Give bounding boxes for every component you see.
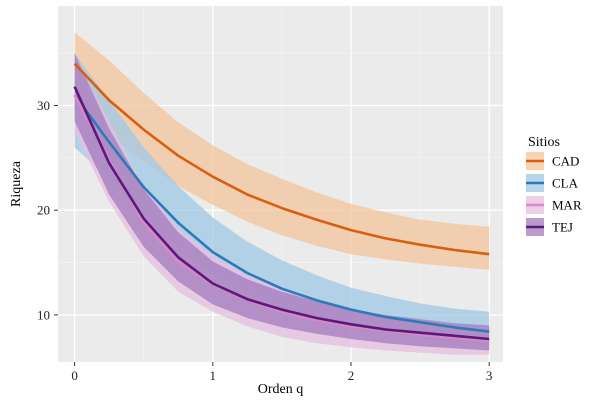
- y-axis-title: Riqueza: [9, 160, 24, 207]
- y-tick-label: 10: [37, 307, 50, 322]
- legend-label-cla: CLA: [552, 176, 579, 191]
- ribbon-tej: [74, 53, 490, 351]
- line-tej: [73, 86, 490, 341]
- ribbon-cla: [74, 53, 490, 346]
- line-cla: [73, 94, 490, 333]
- x-tick-label: 2: [348, 368, 355, 383]
- y-tick-label: 30: [37, 98, 50, 113]
- confidence-ribbons: [74, 32, 490, 355]
- legend-label-mar: MAR: [552, 198, 582, 213]
- x-tick-label: 3: [486, 368, 493, 383]
- legend: Sitios CAD CLA MAR TEJ: [526, 135, 582, 236]
- legend-items: CAD CLA MAR TEJ: [526, 152, 582, 236]
- x-tick-label: 0: [71, 368, 78, 383]
- x-axis-ticks: 0 1 2 3: [71, 362, 492, 383]
- legend-label-cad: CAD: [552, 154, 579, 169]
- x-axis-title: Orden q: [258, 382, 304, 397]
- line-cad: [73, 62, 490, 256]
- legend-title: Sitios: [528, 135, 560, 150]
- line-mar: [73, 94, 490, 343]
- x-tick-label: 1: [210, 368, 217, 383]
- legend-label-tej: TEJ: [552, 220, 573, 235]
- y-tick-label: 20: [37, 203, 50, 218]
- ribbon-cad: [74, 32, 490, 270]
- y-axis-ticks: 10 20 30: [37, 98, 58, 322]
- series-lines: [73, 62, 490, 343]
